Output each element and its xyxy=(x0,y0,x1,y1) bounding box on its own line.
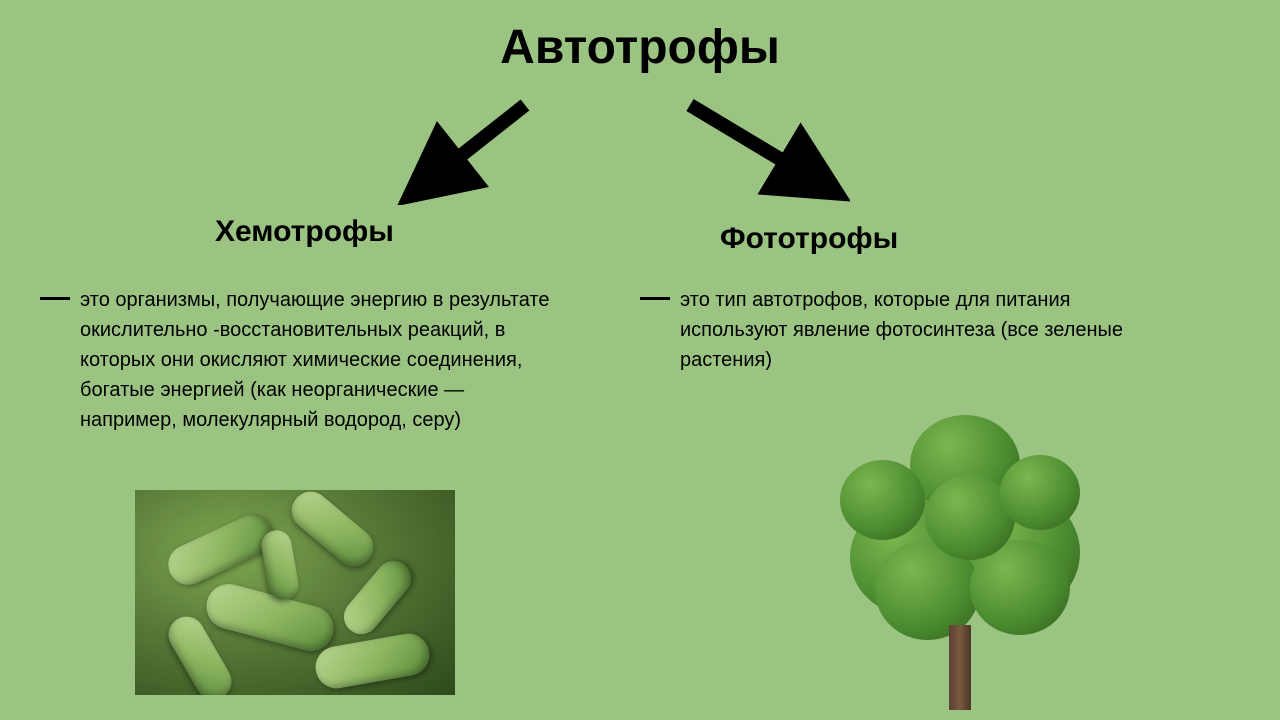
bacteria-rod xyxy=(259,528,301,602)
bacteria-rod xyxy=(162,509,279,592)
bullet-dash-icon xyxy=(640,297,670,300)
description-phototroph: это тип автотрофов, которые для питания … xyxy=(680,285,1180,375)
main-title: Автотрофы xyxy=(500,20,780,75)
tree-crown-blob xyxy=(840,460,925,540)
bacteria-rod xyxy=(337,554,418,642)
arrow-right-icon xyxy=(670,95,850,205)
subtitle-chemotroph: Хемотрофы xyxy=(215,215,394,249)
subtitle-phototroph: Фототрофы xyxy=(720,222,898,256)
desc-chemotroph-text: это организмы, получающие энергию в резу… xyxy=(80,289,549,431)
bacteria-image xyxy=(135,490,455,695)
description-chemotroph: это организмы, получающие энергию в резу… xyxy=(80,285,560,435)
tree-trunk xyxy=(949,625,971,710)
arrow-left-icon xyxy=(395,95,545,205)
tree-image xyxy=(800,400,1120,710)
tree-crown-blob xyxy=(1000,455,1080,530)
desc-phototroph-text: это тип автотрофов, которые для питания … xyxy=(680,289,1123,371)
bacteria-rod xyxy=(284,490,381,574)
bullet-dash-icon xyxy=(40,297,70,300)
